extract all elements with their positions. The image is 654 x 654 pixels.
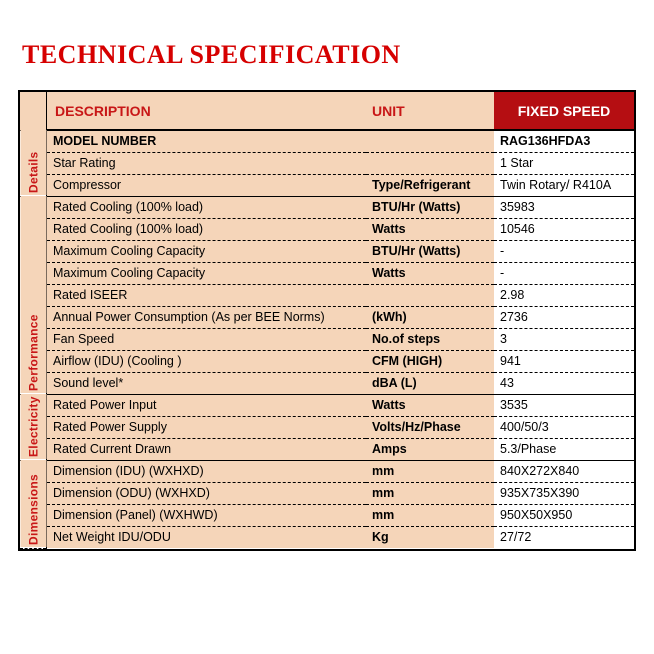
unit-cell: Watts <box>366 218 494 240</box>
value-cell: 27/72 <box>494 526 634 548</box>
unit-cell: Watts <box>366 262 494 284</box>
unit-cell: Volts/Hz/Phase <box>366 416 494 438</box>
table-row: DetailsMODEL NUMBERRAG136HFDA3 <box>20 130 634 152</box>
unit-cell: Watts <box>366 394 494 416</box>
unit-cell: (kWh) <box>366 306 494 328</box>
unit-cell: dBA (L) <box>366 372 494 394</box>
description-cell: Dimension (Panel) (WXHWD) <box>47 504 367 526</box>
table-row: Rated Power SupplyVolts/Hz/Phase400/50/3 <box>20 416 634 438</box>
description-cell: Rated Current Drawn <box>47 438 367 460</box>
unit-cell <box>366 284 494 306</box>
table-row: Star Rating 1 Star <box>20 152 634 174</box>
table-row: Dimension (Panel) (WXHWD)mm950X50X950 <box>20 504 634 526</box>
unit-cell: mm <box>366 460 494 482</box>
unit-cell <box>366 130 494 152</box>
description-cell: Fan Speed <box>47 328 367 350</box>
unit-cell: mm <box>366 482 494 504</box>
value-cell: 43 <box>494 372 634 394</box>
header-unit: UNIT <box>366 92 494 130</box>
value-cell: 950X50X950 <box>494 504 634 526</box>
description-cell: Rated Cooling (100% load) <box>47 196 367 218</box>
unit-cell: No.of steps <box>366 328 494 350</box>
description-cell: Maximum Cooling Capacity <box>47 240 367 262</box>
unit-cell: CFM (HIGH) <box>366 350 494 372</box>
description-cell: Dimension (ODU) (WXHXD) <box>47 482 367 504</box>
table-row: DimensionsDimension (IDU) (WXHXD)mm840X2… <box>20 460 634 482</box>
table-row: Annual Power Consumption (As per BEE Nor… <box>20 306 634 328</box>
table-row: Rated ISEER 2.98 <box>20 284 634 306</box>
value-cell: 1 Star <box>494 152 634 174</box>
value-cell: 2.98 <box>494 284 634 306</box>
description-cell: Star Rating <box>47 152 367 174</box>
unit-cell: Kg <box>366 526 494 548</box>
header-description: DESCRIPTION <box>47 92 367 130</box>
unit-cell: Type/Refrigerant <box>366 174 494 196</box>
unit-cell <box>366 152 494 174</box>
description-cell: Annual Power Consumption (As per BEE Nor… <box>47 306 367 328</box>
header-fixed-speed: FIXED SPEED <box>494 92 634 130</box>
value-cell: 400/50/3 <box>494 416 634 438</box>
page-title: TECHNICAL SPECIFICATION <box>22 40 636 70</box>
value-cell: 941 <box>494 350 634 372</box>
unit-cell: BTU/Hr (Watts) <box>366 240 494 262</box>
value-cell: 10546 <box>494 218 634 240</box>
description-cell: Maximum Cooling Capacity <box>47 262 367 284</box>
description-cell: Rated Power Input <box>47 394 367 416</box>
value-cell: 5.3/Phase <box>494 438 634 460</box>
value-cell: 935X735X390 <box>494 482 634 504</box>
description-cell: Net Weight IDU/ODU <box>47 526 367 548</box>
table-row: PerformanceRated Cooling (100% load)BTU/… <box>20 196 634 218</box>
value-cell: - <box>494 240 634 262</box>
table-row: Sound level*dBA (L)43 <box>20 372 634 394</box>
description-cell: Rated Power Supply <box>47 416 367 438</box>
value-cell: RAG136HFDA3 <box>494 130 634 152</box>
value-cell: 35983 <box>494 196 634 218</box>
description-cell: Dimension (IDU) (WXHXD) <box>47 460 367 482</box>
unit-cell: Amps <box>366 438 494 460</box>
unit-cell: mm <box>366 504 494 526</box>
table-row: Dimension (ODU) (WXHXD)mm935X735X390 <box>20 482 634 504</box>
table-row: Net Weight IDU/ODUKg27/72 <box>20 526 634 548</box>
description-cell: Sound level* <box>47 372 367 394</box>
value-cell: Twin Rotary/ R410A <box>494 174 634 196</box>
table-row: Maximum Cooling CapacityWatts- <box>20 262 634 284</box>
spec-table-container: DESCRIPTION UNIT FIXED SPEED DetailsMODE… <box>18 90 636 551</box>
unit-cell: BTU/Hr (Watts) <box>366 196 494 218</box>
spec-table: DESCRIPTION UNIT FIXED SPEED DetailsMODE… <box>20 92 634 549</box>
value-cell: 3 <box>494 328 634 350</box>
table-row: CompressorType/RefrigerantTwin Rotary/ R… <box>20 174 634 196</box>
description-cell: Rated Cooling (100% load) <box>47 218 367 240</box>
table-row: Rated Cooling (100% load)Watts10546 <box>20 218 634 240</box>
table-row: Fan SpeedNo.of steps3 <box>20 328 634 350</box>
table-row: Airflow (IDU) (Cooling )CFM (HIGH)941 <box>20 350 634 372</box>
table-row: ElectricityRated Power InputWatts3535 <box>20 394 634 416</box>
group-label: Electricity <box>20 394 47 460</box>
description-cell: Rated ISEER <box>47 284 367 306</box>
table-row: Rated Current DrawnAmps5.3/Phase <box>20 438 634 460</box>
header-row: DESCRIPTION UNIT FIXED SPEED <box>20 92 634 130</box>
group-label: Dimensions <box>20 460 47 548</box>
description-cell: Compressor <box>47 174 367 196</box>
value-cell: 840X272X840 <box>494 460 634 482</box>
description-cell: Airflow (IDU) (Cooling ) <box>47 350 367 372</box>
description-cell: MODEL NUMBER <box>47 130 367 152</box>
header-corner <box>20 92 47 130</box>
value-cell: 3535 <box>494 394 634 416</box>
group-label: Details <box>20 130 47 196</box>
group-label: Performance <box>20 196 47 394</box>
value-cell: 2736 <box>494 306 634 328</box>
table-row: Maximum Cooling CapacityBTU/Hr (Watts)- <box>20 240 634 262</box>
value-cell: - <box>494 262 634 284</box>
